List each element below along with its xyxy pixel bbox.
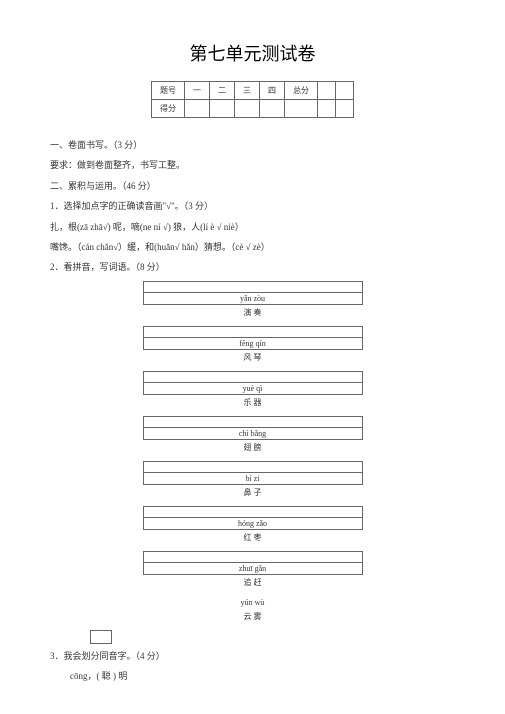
pinyin-box: hóng zǎo xyxy=(143,506,363,530)
pinyin-text: fēng qín xyxy=(143,337,362,349)
score-table: 题号 一 二 三 四 总分 得分 xyxy=(151,81,354,118)
pinyin-text: chì bǎng xyxy=(143,427,362,439)
hanzi-text: 云 雾 xyxy=(143,609,363,630)
pinyin-text: yuè qì xyxy=(143,382,362,394)
pinyin-box: yǎn zòu xyxy=(143,281,363,305)
score-empty-cell xyxy=(235,100,260,118)
pinyin-box: bí zi xyxy=(143,461,363,485)
score-empty-cell xyxy=(336,100,354,118)
hanzi-text: 追 赶 xyxy=(143,575,363,596)
score-header-cell: 题号 xyxy=(152,82,185,100)
score-empty-cell xyxy=(318,100,336,118)
hanzi-text: 翅 膀 xyxy=(143,440,363,461)
hanzi-text: 乐 器 xyxy=(143,395,363,416)
q2-heading: 2．看拼音，写词语。（8 分） xyxy=(50,260,455,274)
score-header-row: 题号 一 二 三 四 总分 xyxy=(152,82,354,100)
score-label-cell: 得分 xyxy=(152,100,185,118)
score-empty-cell xyxy=(285,100,318,118)
page-title: 第七单元测试卷 xyxy=(50,40,455,66)
score-header-cell: 总分 xyxy=(285,82,318,100)
pinyin-text: hóng zǎo xyxy=(143,517,362,529)
hanzi-text: 红 枣 xyxy=(143,530,363,551)
score-value-row: 得分 xyxy=(152,100,354,118)
q1-line2: 嘴馋。（cán chǎn√）缓，和(huǎn√ hǎn）猜想。（cè √ zè） xyxy=(50,240,455,254)
pinyin-box: zhuī gǎn xyxy=(143,551,363,575)
pinyin-text: bí zi xyxy=(143,472,362,484)
pinyin-text: yǎn zòu xyxy=(143,292,362,304)
score-empty-cell xyxy=(260,100,285,118)
score-header-cell: 四 xyxy=(260,82,285,100)
score-empty-cell xyxy=(210,100,235,118)
hanzi-text: 演 奏 xyxy=(143,305,363,326)
score-header-cell xyxy=(336,82,354,100)
section-1-heading: 一、卷面书写。（3 分） xyxy=(50,138,455,152)
pinyin-box: chì bǎng xyxy=(143,416,363,440)
hanzi-text: 风 琴 xyxy=(143,350,363,371)
score-header-cell xyxy=(318,82,336,100)
pinyin-word-list: yǎn zòu 演 奏 fēng qín 风 琴 yuè qì 乐 器 chì … xyxy=(143,281,363,630)
pinyin-text: zhuī gǎn xyxy=(143,562,362,574)
section-1-requirement: 要求：做到卷面整齐，书写工整。 xyxy=(50,158,455,172)
score-header-cell: 二 xyxy=(210,82,235,100)
pinyin-box: fēng qín xyxy=(143,326,363,350)
q3-heading: 3．我会划分同音字。（4 分） xyxy=(50,649,455,663)
pinyin-box: yuè qì xyxy=(143,371,363,395)
score-empty-cell xyxy=(185,100,210,118)
q1-line1: 扎，根(zā zhā√) 呢，嘀(ne ní √) 狼，人(lí è √ niè… xyxy=(50,220,455,234)
q3-line1: cōng，( 聪 ) 明 xyxy=(70,669,455,683)
score-header-cell: 一 xyxy=(185,82,210,100)
hanzi-text: 鼻 子 xyxy=(143,485,363,506)
score-header-cell: 三 xyxy=(235,82,260,100)
q1-heading: 1．选择加点字的正确读音画"√"。（3 分） xyxy=(50,199,455,213)
section-2-heading: 二、累积与运用。（46 分） xyxy=(50,179,455,193)
pinyin-text: yún wù xyxy=(143,596,363,609)
answer-box xyxy=(90,630,112,644)
